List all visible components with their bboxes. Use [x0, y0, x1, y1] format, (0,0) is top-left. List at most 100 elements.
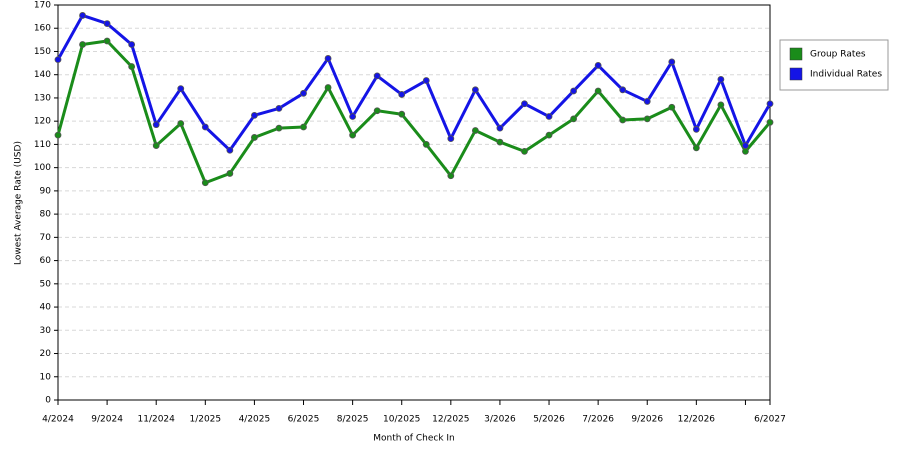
- y-tick-label: 30: [40, 326, 52, 336]
- data-point: [594, 87, 602, 95]
- y-tick-label: 120: [34, 117, 51, 127]
- data-point: [201, 179, 209, 187]
- y-tick-label: 170: [34, 1, 51, 11]
- x-tick-label: 12/2025: [432, 415, 469, 425]
- data-point: [447, 172, 455, 180]
- data-point: [398, 110, 406, 118]
- data-point: [447, 135, 455, 143]
- data-point: [668, 58, 676, 66]
- x-tick-label: 3/2026: [484, 415, 516, 425]
- x-tick-label: 4/2024: [42, 415, 74, 425]
- data-point: [201, 123, 209, 131]
- x-tick-label: 8/2025: [337, 415, 369, 425]
- data-point: [545, 131, 553, 139]
- data-point: [692, 144, 700, 152]
- data-point: [324, 55, 332, 62]
- y-tick-label: 140: [34, 70, 51, 80]
- y-tick-label: 60: [40, 256, 52, 266]
- y-tick-label: 70: [40, 233, 52, 243]
- x-tick-label: 6/2027: [754, 415, 786, 425]
- data-point: [619, 86, 627, 94]
- data-point: [398, 91, 406, 98]
- data-point: [300, 123, 307, 131]
- data-point: [742, 142, 749, 149]
- series-line: [56, 13, 772, 152]
- data-point: [177, 120, 185, 127]
- data-point: [570, 115, 577, 123]
- data-point: [717, 75, 725, 83]
- data-point: [349, 131, 357, 139]
- data-point: [643, 98, 651, 105]
- x-tick-label: 6/2025: [288, 415, 320, 425]
- y-tick-label: 80: [40, 210, 52, 220]
- data-point: [422, 77, 430, 84]
- data-point: [54, 56, 62, 64]
- data-point: [226, 146, 234, 154]
- data-point: [152, 142, 160, 149]
- x-tick-label: 10/2025: [383, 415, 420, 425]
- data-point: [496, 138, 504, 146]
- x-tick-label: 12/2026: [678, 415, 716, 425]
- x-tick-label: 9/2024: [91, 415, 123, 425]
- y-axis-label: Lowest Average Rate (USD): [14, 141, 24, 265]
- y-tick-label: 150: [34, 47, 51, 57]
- y-tick-label: 40: [40, 303, 52, 313]
- x-axis-label: Month of Check In: [373, 434, 455, 444]
- data-point: [54, 131, 62, 139]
- data-point: [251, 134, 258, 141]
- data-point: [643, 115, 651, 123]
- y-tick-label: 160: [34, 24, 51, 34]
- x-tick-label: 5/2026: [533, 415, 565, 425]
- data-point: [766, 118, 774, 126]
- data-point: [128, 41, 136, 48]
- y-tick-label: 100: [34, 163, 51, 173]
- data-point: [324, 84, 332, 91]
- data-point: [79, 12, 86, 19]
- data-point: [496, 124, 504, 132]
- x-tick-label: 9/2026: [631, 415, 663, 425]
- x-tick-label: 4/2025: [239, 415, 271, 425]
- y-tick-label: 10: [40, 372, 52, 382]
- legend-box: [779, 39, 889, 91]
- data-point: [103, 37, 111, 45]
- data-point: [521, 100, 528, 108]
- data-point: [300, 89, 307, 97]
- y-tick-label: 130: [34, 93, 51, 103]
- data-point: [275, 104, 283, 112]
- data-point: [668, 103, 676, 111]
- data-point: [251, 111, 258, 119]
- data-point: [152, 121, 160, 129]
- legend-swatch: [789, 67, 803, 81]
- data-point: [226, 170, 234, 177]
- legend-swatch: [789, 47, 803, 61]
- data-point: [717, 101, 725, 109]
- data-point: [692, 125, 700, 133]
- legend-label: Group Rates: [810, 50, 866, 60]
- data-point: [373, 107, 381, 115]
- legend-label: Individual Rates: [810, 70, 882, 80]
- data-point: [177, 85, 185, 93]
- series-line: [56, 39, 772, 185]
- y-tick-label: 110: [34, 140, 51, 150]
- y-tick-label: 20: [40, 349, 52, 359]
- data-point: [471, 127, 479, 134]
- data-point: [128, 63, 136, 70]
- plot-frame: [57, 4, 771, 401]
- data-point: [521, 147, 528, 155]
- y-tick-label: 50: [40, 279, 52, 289]
- data-point: [545, 113, 553, 120]
- data-point: [766, 100, 774, 108]
- data-point: [742, 147, 749, 155]
- data-point: [619, 116, 627, 124]
- data-point: [422, 141, 430, 148]
- data-point: [275, 124, 283, 132]
- x-tick-label: 1/2025: [189, 415, 221, 425]
- data-point: [349, 113, 357, 120]
- data-point: [471, 86, 479, 94]
- data-point: [103, 20, 111, 27]
- data-point: [79, 41, 86, 48]
- data-point: [570, 87, 577, 95]
- x-tick-label: 11/2024: [138, 415, 176, 425]
- y-tick-label: 90: [40, 186, 52, 196]
